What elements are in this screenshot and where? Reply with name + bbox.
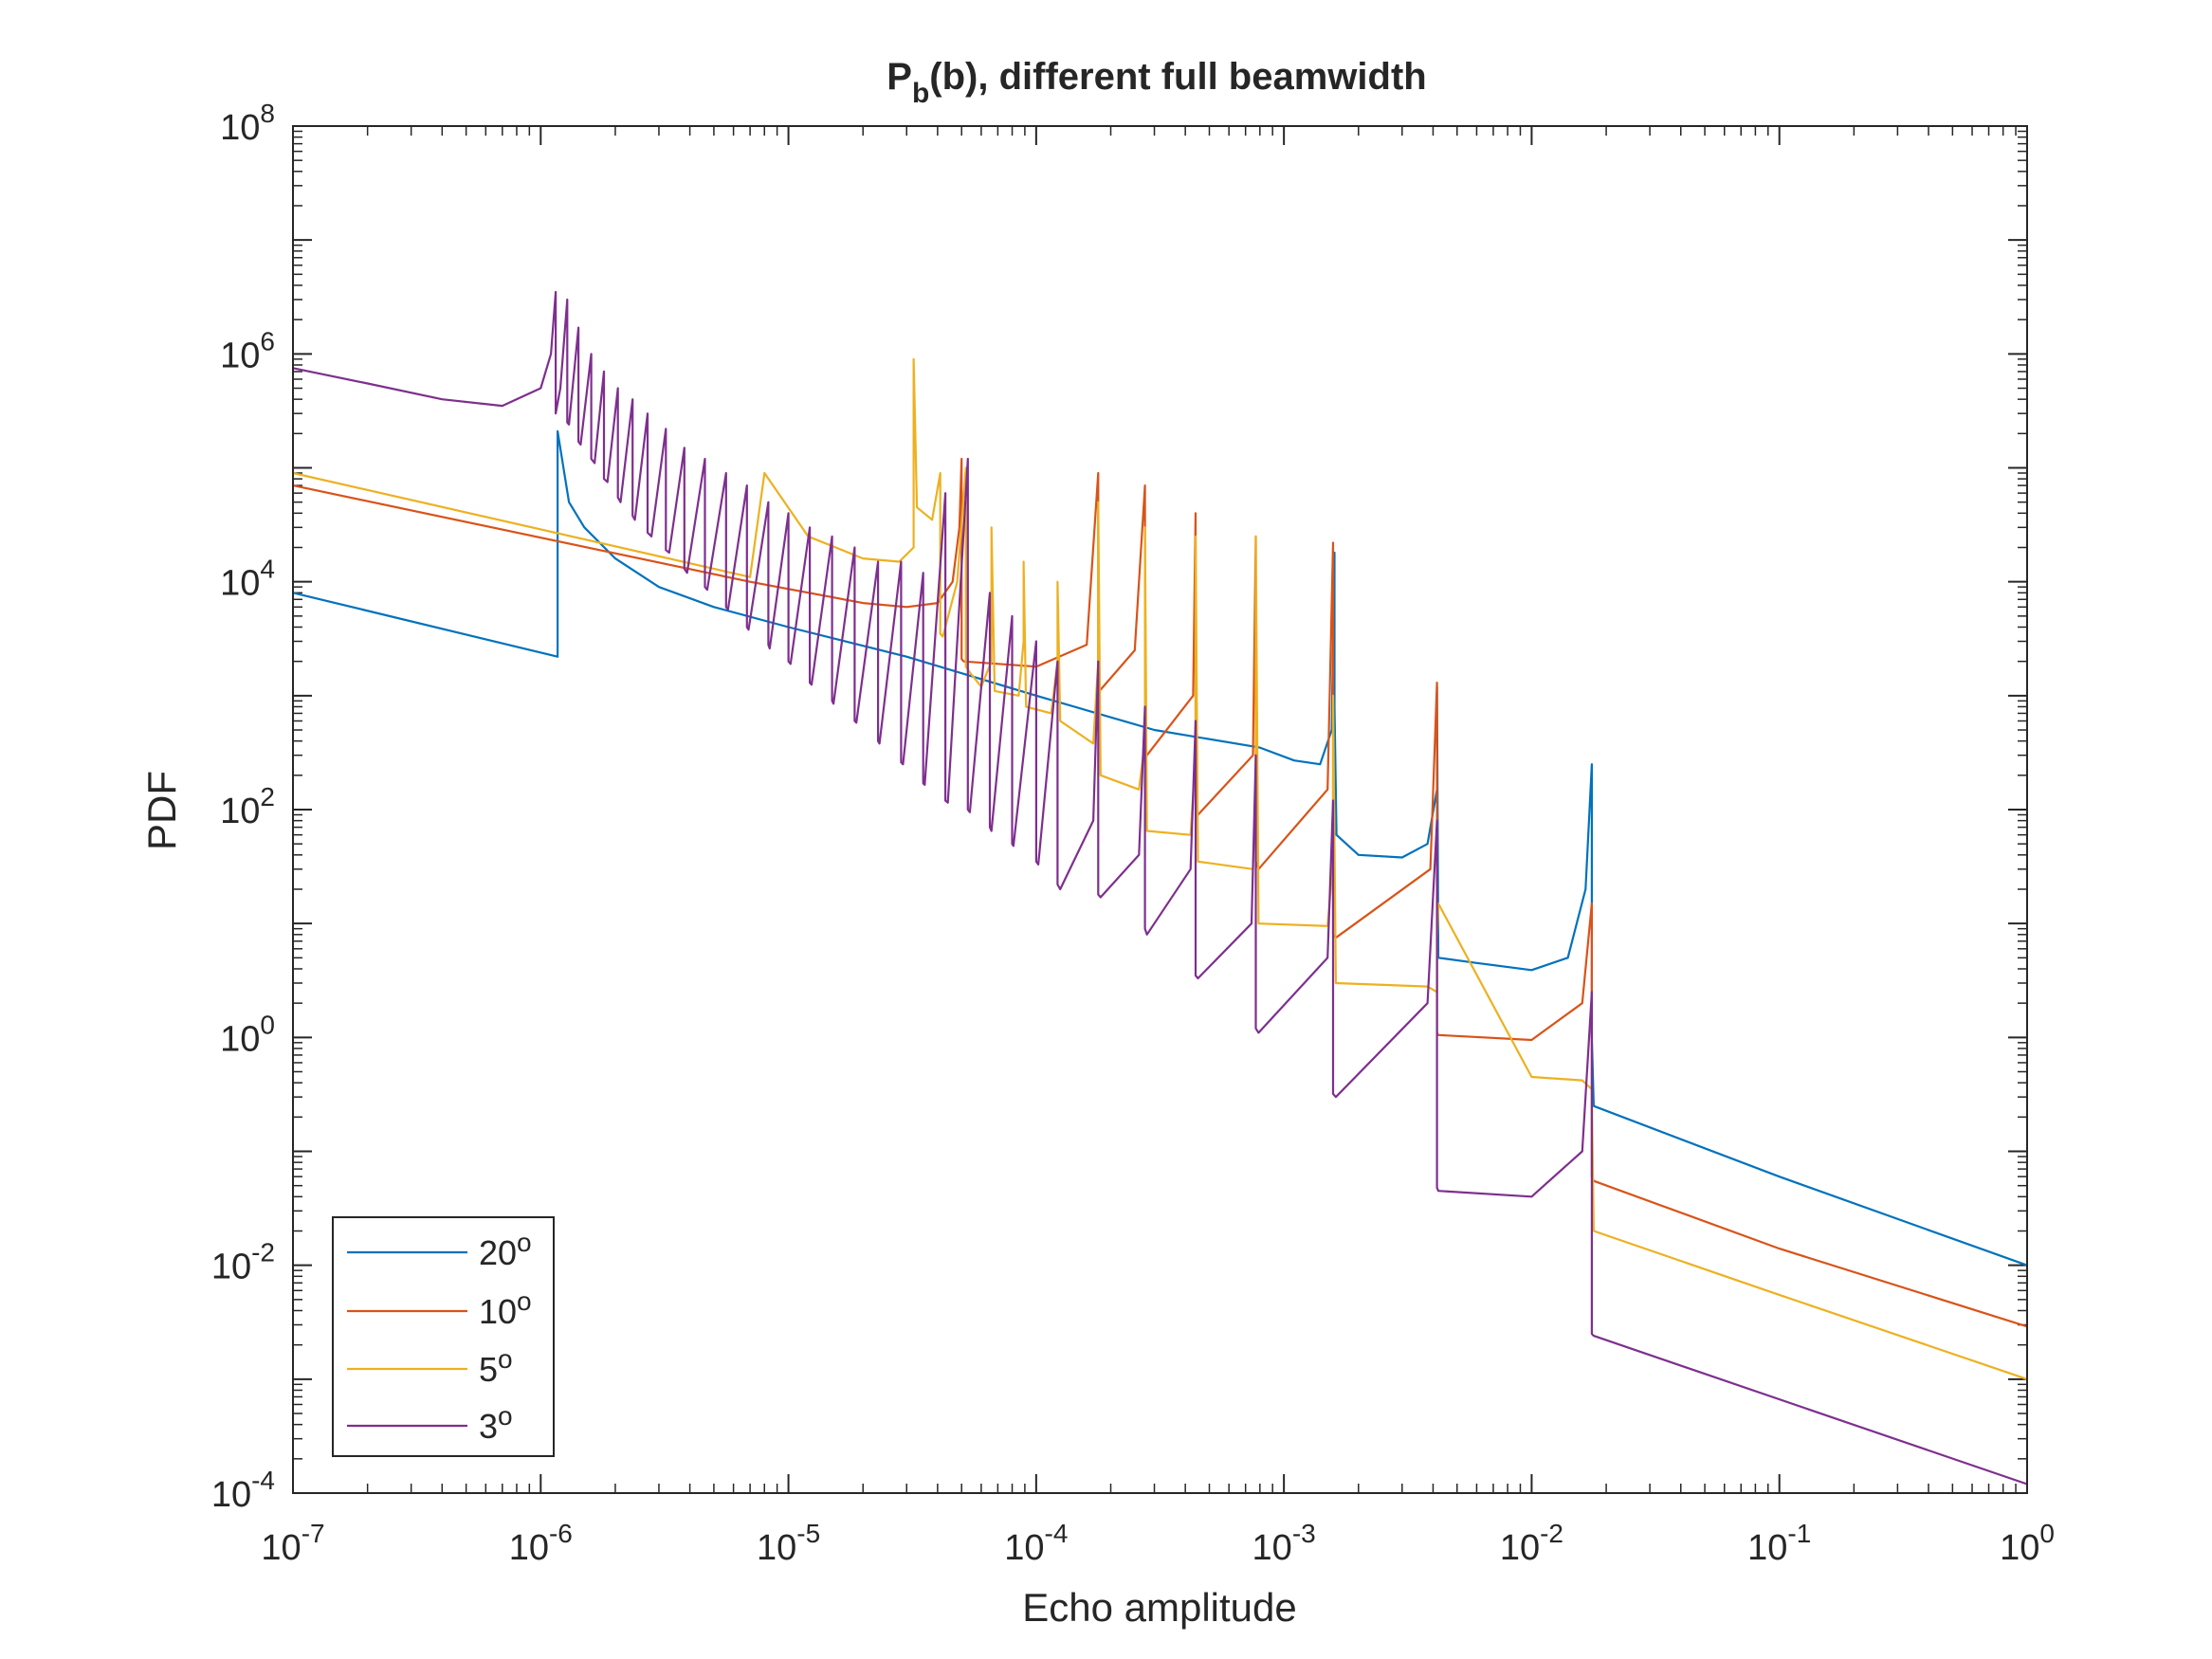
legend-label: 3o [479,1401,513,1446]
series-line-3 [292,290,2028,1486]
y-axis-label: PDF [139,771,184,850]
legend: 20o 10o 5o 3o [332,1216,555,1457]
x-axis-label: Echo amplitude [1022,1585,1297,1630]
x-tick-label: 10-3 [1252,1519,1316,1568]
y-tick-labels: 10-4 10-2 100 102 104 106 108 [211,99,275,1515]
x-tick-label: 10-7 [261,1519,324,1568]
x-tick-label: 100 [2000,1519,2055,1568]
legend-box [332,1216,555,1457]
axes-background [293,126,2027,1493]
legend-label: 20o [479,1228,532,1272]
axis-ticks [292,125,2028,1494]
y-tick-label: 104 [220,555,275,604]
x-tick-label: 10-6 [509,1519,573,1568]
legend-label: 10o [479,1286,532,1331]
y-tick-label: 102 [220,782,275,831]
x-tick-label: 10-5 [757,1519,820,1568]
chart-title-subscript: b [912,78,929,109]
axes-box [292,125,2028,1494]
x-tick-label: 10-2 [1500,1519,1563,1568]
series-line-20 [292,429,2028,1267]
plot-area [292,125,2028,1494]
chart-title-main: P [887,56,912,98]
y-tick-label: 108 [220,99,275,148]
y-tick-label: 100 [220,1010,275,1059]
x-tick-labels: 10-7 10-6 10-5 10-4 10-3 10-2 10-1 100 [261,1519,2055,1568]
x-tick-label: 10-4 [1004,1519,1068,1568]
x-tick-label: 10-1 [1747,1519,1811,1568]
series-lines [292,290,2028,1486]
y-tick-label: 106 [220,326,275,375]
legend-label: 5o [479,1344,513,1389]
y-tick-label: 10-2 [211,1238,275,1287]
y-tick-label: 10-4 [211,1466,275,1515]
chart-title: Pb(b), different full beamwidth [887,56,1426,109]
chart-title-rest: (b), different full beamwidth [929,56,1426,98]
